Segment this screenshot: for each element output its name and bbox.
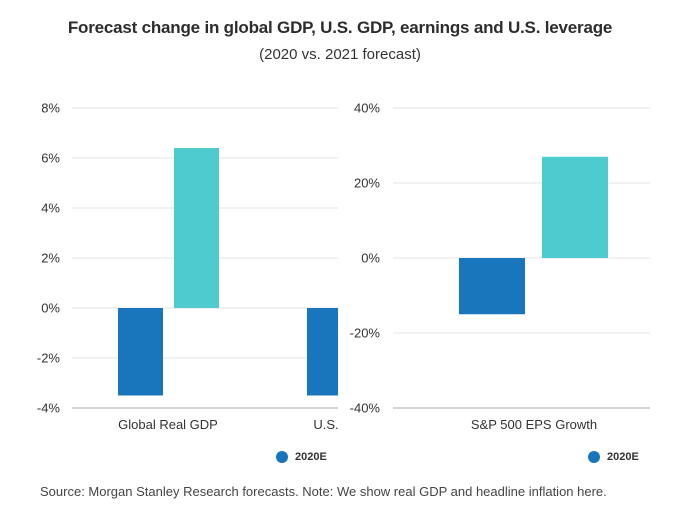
y-tick-label-0-3: 2% xyxy=(41,251,60,266)
source-note: Source: Morgan Stanley Research forecast… xyxy=(40,484,607,499)
legend-left: 2020E xyxy=(276,451,327,463)
chart-title: Forecast change in global GDP, U.S. GDP,… xyxy=(67,18,613,37)
y-tick-label-0-4: 0% xyxy=(41,301,60,316)
chart-subtitle: (2020 vs. 2021 forecast) xyxy=(259,46,421,63)
legend-label-left: 2020E xyxy=(295,451,327,463)
y-tick-label-1-4: -40% xyxy=(350,401,381,416)
bar-0-2021e-0 xyxy=(174,148,219,308)
y-tick-label-1-2: 0% xyxy=(361,251,380,266)
bar-1-2020e-0 xyxy=(459,258,525,315)
y-tick-label-0-5: -2% xyxy=(37,351,61,366)
y-tick-label-0-1: 6% xyxy=(41,151,60,166)
bar-0-2020e-1 xyxy=(307,308,338,396)
y-tick-label-0-6: -4% xyxy=(37,401,61,416)
category-label-0-0: Global Real GDP xyxy=(118,417,218,432)
y-tick-label-1-0: 40% xyxy=(354,101,380,116)
y-tick-label-0-0: 8% xyxy=(41,101,60,116)
y-tick-label-0-2: 4% xyxy=(41,201,60,216)
y-tick-label-1-1: 20% xyxy=(354,176,380,191)
legend-dot-2020e-icon xyxy=(276,451,288,463)
bar-0-2020e-0 xyxy=(118,308,163,396)
bar-1-2021e-0 xyxy=(542,156,608,258)
legend-dot-2020e-icon xyxy=(588,451,600,463)
legend-right: 2020E xyxy=(588,451,639,463)
category-label-0-1: U.S. xyxy=(313,417,338,432)
y-tick-label-1-3: -20% xyxy=(350,326,381,341)
category-label-1-0: S&P 500 EPS Growth xyxy=(471,417,597,432)
legend-label-right: 2020E xyxy=(607,451,639,463)
